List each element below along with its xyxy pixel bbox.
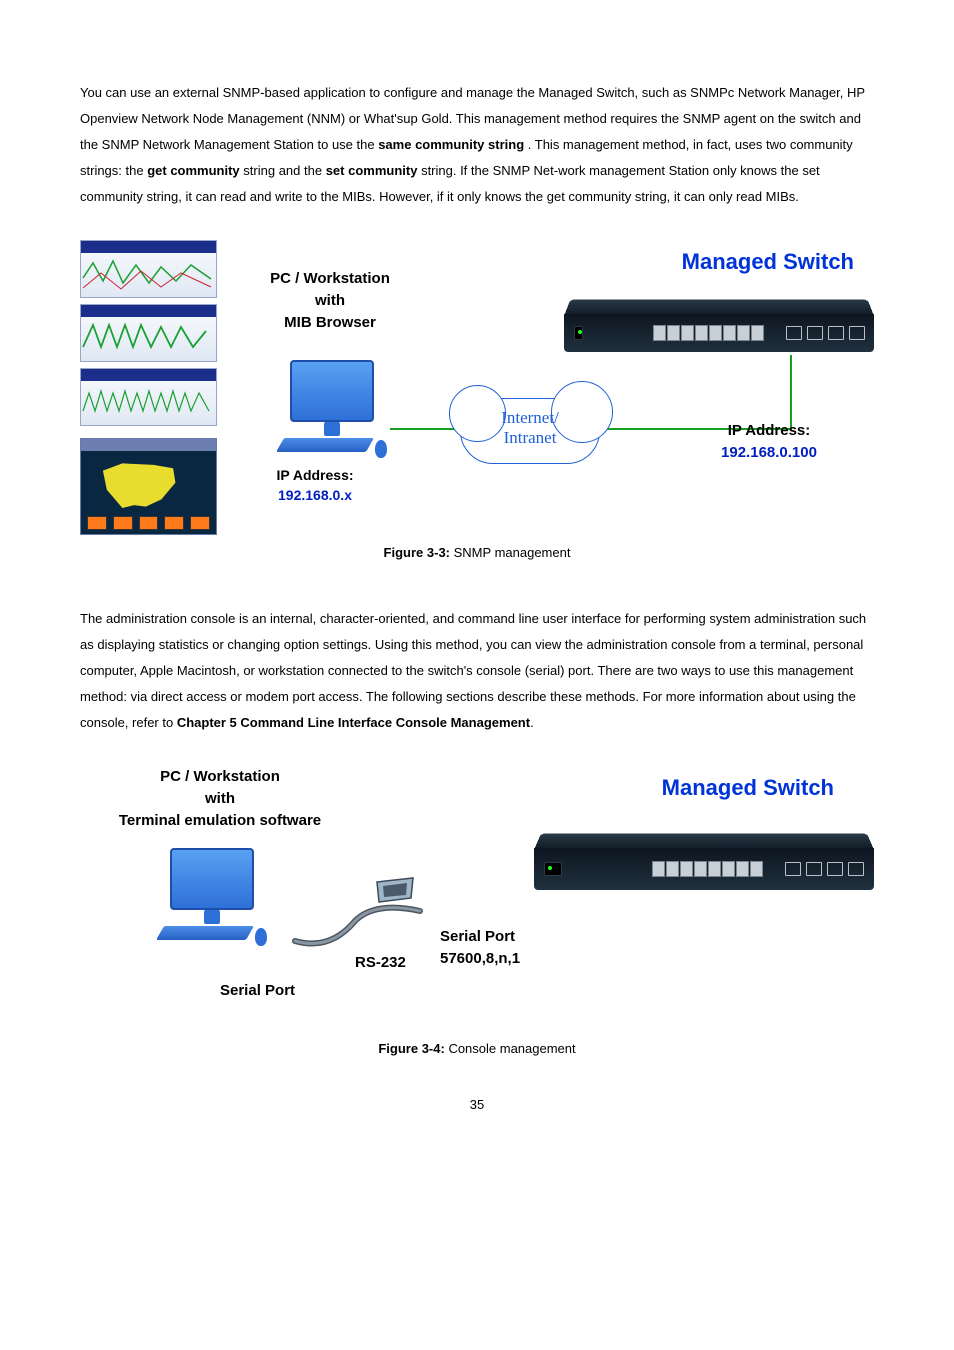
document-page: You can use an external SNMP-based appli… (0, 0, 954, 1158)
graph-thumb (80, 240, 217, 298)
figure-number: Figure 3-4: (378, 1041, 444, 1056)
serial-port-label: Serial Port (440, 926, 520, 948)
get-community: get community (147, 163, 239, 178)
sparkline-icon (81, 253, 216, 297)
pc-workstation-label: PC / Workstation with MIB Browser (250, 268, 410, 333)
rs232-label: RS-232 (355, 948, 406, 978)
usa-map-icon (99, 461, 177, 509)
workstation-icon (280, 360, 390, 460)
network-wire (390, 428, 460, 430)
period: . (530, 715, 534, 730)
managed-switch-icon (534, 826, 874, 890)
cloud-text-line: Intranet (460, 428, 600, 448)
figure-console-management: PC / Workstation with Terminal emulation… (80, 766, 874, 1062)
internet-cloud: Internet/ Intranet (460, 398, 600, 464)
sparkline-icon (81, 381, 216, 425)
pc-workstation-label: PC / Workstation with Terminal emulation… (80, 766, 360, 831)
same-community-string: same community string (378, 137, 524, 152)
managed-switch-label: Managed Switch (682, 240, 854, 284)
rs232-cable-icon (290, 896, 425, 956)
serial-port-params: 57600,8,n,1 (440, 948, 520, 970)
para-text: The administration console is an interna… (80, 611, 866, 730)
managed-switch-label: Managed Switch (662, 766, 834, 810)
figure-title: SNMP management (450, 545, 570, 560)
chapter-reference: Chapter 5 Command Line Interface Console… (177, 715, 530, 730)
network-wire (790, 355, 792, 430)
figure-caption: Figure 3-3: SNMP management (80, 540, 874, 566)
graph-thumb (80, 368, 217, 426)
ethernet-ports-icon (652, 861, 763, 877)
ip-value: 192.168.0.x (245, 485, 385, 505)
graph-thumb (80, 304, 217, 362)
ip-address-left: IP Address: 192.168.0.x (245, 465, 385, 506)
ip-address-right: IP Address: 192.168.0.100 (684, 420, 854, 464)
set-community: set community (326, 163, 418, 178)
serial-port-label-left: Serial Port (220, 976, 295, 1006)
console-paragraph: The administration console is an interna… (80, 606, 874, 736)
workstation-icon (160, 848, 270, 948)
ip-label: IP Address: (245, 465, 385, 485)
mib-browser-thumbnails (80, 240, 215, 535)
managed-switch-icon (564, 292, 874, 356)
figure-snmp-management: PC / Workstation with MIB Browser IP Add… (80, 240, 874, 566)
serial-port-settings: Serial Port 57600,8,n,1 (440, 926, 520, 970)
figure-number: Figure 3-3: (384, 545, 450, 560)
sparkline-icon (81, 317, 216, 361)
ip-label: IP Address: (684, 420, 854, 442)
figure-title: Console management (445, 1041, 576, 1056)
ip-value: 192.168.0.100 (684, 442, 854, 464)
cloud-text-line: Internet/ (460, 408, 600, 428)
network-map-thumb (80, 438, 217, 535)
figure-caption: Figure 3-4: Console management (80, 1036, 874, 1062)
rs232-connector-icon (375, 876, 415, 904)
para-text: string and the (243, 163, 325, 178)
page-number: 35 (80, 1092, 874, 1118)
snmp-paragraph: You can use an external SNMP-based appli… (80, 80, 874, 210)
sfp-ports-icon (786, 326, 865, 340)
sfp-ports-icon (785, 862, 864, 876)
ethernet-ports-icon (653, 325, 764, 341)
